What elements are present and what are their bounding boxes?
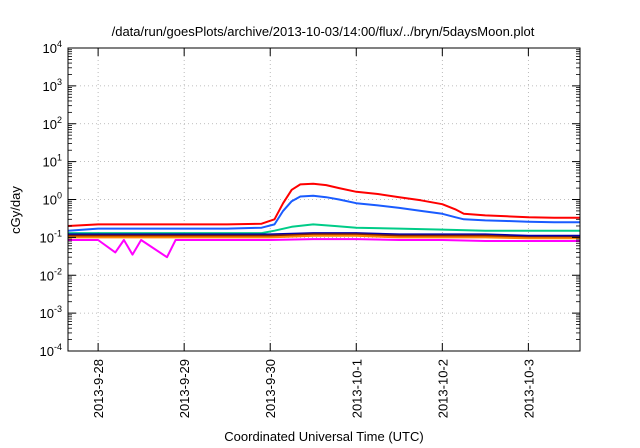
y-tick-label: 103 bbox=[43, 77, 62, 94]
x-tick-label: 2013-10-3 bbox=[521, 359, 536, 418]
x-axis: 2013-9-28 2013-9-29 2013-9-30 2013-10-1 2013… bbox=[91, 48, 536, 418]
chart-title: /data/run/goesPlots/archive/2013-10-03/1… bbox=[112, 24, 535, 39]
series-line-4 bbox=[68, 232, 580, 237]
series-line-5 bbox=[68, 233, 580, 239]
y-tick-label: 10-2 bbox=[40, 266, 62, 283]
grid bbox=[68, 48, 580, 351]
y-axis: 10-4 10-3 10-2 10-1 100 101 102 103 104 bbox=[40, 39, 580, 359]
x-tick-label: 2013-9-30 bbox=[263, 359, 278, 418]
y-tick-label: 10-1 bbox=[40, 228, 62, 245]
x-axis-label: Coordinated Universal Time (UTC) bbox=[224, 429, 423, 444]
x-tick-label: 2013-10-2 bbox=[435, 359, 450, 418]
series-line-3 bbox=[68, 223, 580, 235]
x-tick-label: 2013-9-29 bbox=[177, 359, 192, 418]
y-tick-label: 102 bbox=[43, 115, 62, 132]
y-tick-label: 100 bbox=[43, 191, 62, 208]
y-axis-label: cGy/day bbox=[8, 186, 23, 234]
y-tick-label: 10-3 bbox=[40, 304, 62, 321]
series-layer bbox=[67, 182, 580, 259]
series-line-2 bbox=[67, 194, 580, 232]
x-tick-label: 2013-9-28 bbox=[91, 359, 106, 418]
series-line-1 bbox=[67, 182, 580, 227]
series-line-6 bbox=[68, 234, 580, 240]
series-line-7 bbox=[68, 238, 580, 259]
x-tick-label: 2013-10-1 bbox=[349, 359, 364, 418]
y-tick-label: 10-4 bbox=[40, 342, 62, 359]
y-tick-label: 104 bbox=[43, 39, 62, 56]
y-tick-label: 101 bbox=[43, 153, 62, 170]
